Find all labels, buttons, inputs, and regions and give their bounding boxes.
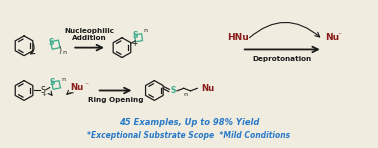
Text: n: n — [143, 28, 147, 33]
Text: n: n — [63, 50, 67, 54]
Text: n: n — [61, 77, 65, 82]
Text: Ring Opening: Ring Opening — [88, 97, 143, 103]
Text: S: S — [49, 38, 54, 47]
Text: Nu: Nu — [201, 84, 214, 93]
Text: n: n — [183, 92, 187, 97]
Text: S: S — [133, 31, 138, 40]
Text: S: S — [50, 78, 55, 87]
Text: *Exceptional Substrate Scope  *Mild Conditions: *Exceptional Substrate Scope *Mild Condi… — [87, 131, 291, 140]
Text: 45 Examples, Up to 98% Yield: 45 Examples, Up to 98% Yield — [119, 118, 259, 127]
Text: +: + — [131, 40, 137, 48]
Text: Nu: Nu — [70, 83, 84, 92]
Text: Nucleophilic
Addition: Nucleophilic Addition — [65, 28, 115, 41]
Text: +: + — [41, 92, 46, 97]
Text: Nu: Nu — [325, 33, 339, 42]
Text: ⁻: ⁻ — [84, 80, 88, 89]
Text: S: S — [170, 86, 176, 95]
Text: ⁻: ⁻ — [338, 30, 342, 39]
Text: ): ) — [58, 46, 61, 55]
Text: ⁻: ⁻ — [119, 54, 123, 63]
Text: S: S — [40, 86, 45, 95]
Text: Deprotonation: Deprotonation — [253, 56, 312, 62]
Text: HNu: HNu — [227, 33, 249, 42]
